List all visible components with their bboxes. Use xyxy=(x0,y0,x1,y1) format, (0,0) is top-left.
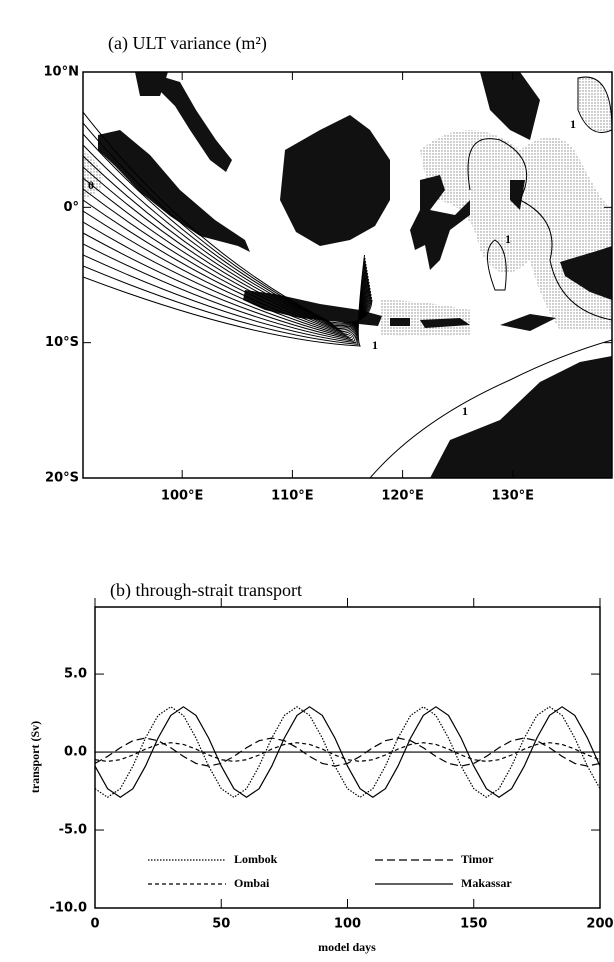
land xyxy=(430,356,612,478)
x-axis-label: model days xyxy=(318,940,376,954)
series-line xyxy=(94,742,601,763)
y-tick-label: 10°N xyxy=(44,65,79,80)
y-axis-label: transport (Sv) xyxy=(28,721,42,793)
contour-line xyxy=(369,339,612,478)
stipple xyxy=(420,130,612,330)
x-tick-label: 150 xyxy=(460,917,487,932)
land xyxy=(280,115,390,246)
land xyxy=(480,72,540,140)
chart-title: (b) through-strait transport xyxy=(110,580,302,601)
legend-label: Lombok xyxy=(234,852,278,866)
y-tick-label: -5.0 xyxy=(59,823,87,838)
land xyxy=(500,314,556,331)
x-tick-label: 100°E xyxy=(161,489,204,504)
x-tick-label: 100 xyxy=(334,917,361,932)
stipple xyxy=(83,150,103,200)
x-tick-label: 120°E xyxy=(381,489,424,504)
land xyxy=(560,246,612,300)
contour-label: 1 xyxy=(372,338,378,352)
land xyxy=(98,130,250,252)
y-tick-label: 5.0 xyxy=(64,667,87,682)
land xyxy=(243,290,382,326)
land xyxy=(155,76,232,172)
series-line xyxy=(94,706,601,799)
land xyxy=(510,180,525,210)
y-tick-label: 20°S xyxy=(45,471,79,486)
legend-label: Timor xyxy=(461,852,494,866)
stipple xyxy=(578,77,612,133)
x-tick-label: 0 xyxy=(90,917,99,932)
contour-label: 0 xyxy=(88,178,94,192)
x-tick-label: 110°E xyxy=(271,489,314,504)
contour-line xyxy=(487,239,507,291)
plot-frame xyxy=(94,606,601,909)
y-tick-label: -10.0 xyxy=(50,901,87,916)
land xyxy=(390,318,470,328)
series-line xyxy=(94,706,601,799)
series-line xyxy=(94,737,601,767)
map-title: (a) ULT variance (m²) xyxy=(108,33,267,54)
y-tick-label: 0° xyxy=(63,200,79,215)
map-frame xyxy=(82,71,613,479)
contour-line xyxy=(467,138,612,321)
y-tick-label: 0.0 xyxy=(64,745,87,760)
x-tick-label: 130°E xyxy=(492,489,535,504)
legend-label: Ombai xyxy=(234,876,270,890)
x-tick-label: 200 xyxy=(586,917,613,932)
legend-label: Makassar xyxy=(461,876,512,890)
y-tick-label: 10°S xyxy=(45,335,79,350)
contour-label: 1 xyxy=(462,404,468,418)
map-area xyxy=(83,72,612,478)
stipple xyxy=(380,300,470,335)
contour-line xyxy=(83,254,365,347)
contour-label: 1 xyxy=(505,232,511,246)
x-tick-label: 50 xyxy=(212,917,230,932)
contour-label: 1 xyxy=(570,117,576,131)
land xyxy=(410,175,470,270)
